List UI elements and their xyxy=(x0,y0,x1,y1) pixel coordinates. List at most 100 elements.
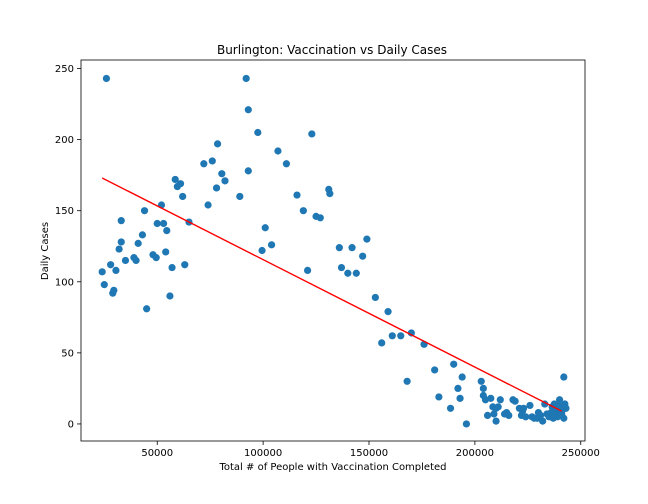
data-point xyxy=(117,238,125,246)
y-tick-label: 100 xyxy=(55,277,74,288)
data-point xyxy=(117,217,125,225)
data-point xyxy=(258,246,266,255)
data-point xyxy=(143,305,151,313)
x-tick-label: 100000 xyxy=(244,448,282,459)
trendline-group xyxy=(101,177,563,412)
data-point xyxy=(496,396,504,404)
data-point xyxy=(102,74,111,83)
data-points xyxy=(98,74,570,428)
data-point xyxy=(562,404,570,412)
data-point xyxy=(536,411,545,420)
data-point xyxy=(388,332,396,340)
trendline xyxy=(101,177,563,412)
data-point xyxy=(456,394,464,402)
data-point xyxy=(299,207,307,215)
data-point xyxy=(261,224,269,232)
y-tick-label: 250 xyxy=(55,64,74,75)
x-axis-label: Total # of People with Vaccination Compl… xyxy=(218,462,446,473)
data-point xyxy=(490,410,498,418)
y-tick-label: 50 xyxy=(61,348,74,359)
y-tick-label: 150 xyxy=(55,206,74,217)
data-point xyxy=(221,177,229,185)
data-point xyxy=(308,130,316,138)
data-point xyxy=(462,420,471,428)
x-tick-label: 250000 xyxy=(562,448,600,459)
data-point xyxy=(450,360,458,368)
data-point xyxy=(348,244,356,252)
x-tick-label: 150000 xyxy=(350,448,388,459)
data-point xyxy=(458,373,466,381)
data-point xyxy=(121,256,130,265)
data-point xyxy=(112,266,120,275)
data-point xyxy=(115,245,123,253)
chart-title: Burlington: Vaccination vs Daily Cases xyxy=(217,43,447,57)
data-point xyxy=(110,286,118,294)
data-point xyxy=(454,384,462,392)
data-point xyxy=(134,239,142,247)
data-point xyxy=(446,404,455,412)
data-point xyxy=(555,396,564,404)
x-tick-label: 50000 xyxy=(141,448,173,459)
data-point xyxy=(218,170,226,178)
data-point xyxy=(132,256,140,265)
data-point xyxy=(162,248,170,256)
data-point xyxy=(166,292,174,300)
data-point xyxy=(363,235,371,243)
data-point xyxy=(181,261,189,269)
data-point xyxy=(335,244,343,252)
y-axis: 0 50 100 150 200 250 xyxy=(55,64,81,430)
data-point xyxy=(204,201,212,209)
data-point xyxy=(208,157,216,165)
data-point xyxy=(435,393,443,401)
data-point xyxy=(344,269,352,277)
data-point xyxy=(107,261,115,269)
data-point xyxy=(494,403,502,411)
data-point xyxy=(316,214,324,222)
data-point xyxy=(539,417,547,425)
data-point xyxy=(431,366,439,374)
data-point xyxy=(352,269,360,277)
x-tick-label: 200000 xyxy=(456,448,494,459)
data-point xyxy=(403,377,411,385)
data-point xyxy=(138,231,147,239)
y-tick-label: 0 xyxy=(68,419,74,430)
data-point xyxy=(236,192,244,201)
data-point xyxy=(397,332,405,340)
data-point xyxy=(303,266,312,275)
plot-frame xyxy=(80,59,586,442)
data-point xyxy=(152,254,160,262)
data-point xyxy=(98,268,106,276)
data-point xyxy=(244,106,252,114)
data-point xyxy=(407,329,415,337)
data-point xyxy=(505,411,513,420)
data-point xyxy=(492,417,500,425)
data-point xyxy=(526,401,534,410)
data-point xyxy=(293,191,301,199)
data-point xyxy=(168,263,176,272)
data-point xyxy=(511,397,519,405)
data-point xyxy=(200,160,208,168)
y-axis-label: Daily Cases xyxy=(40,222,51,280)
data-point xyxy=(477,377,485,385)
data-point xyxy=(519,404,528,412)
data-point xyxy=(163,226,171,235)
data-point xyxy=(384,308,392,316)
data-point xyxy=(487,394,495,402)
data-point xyxy=(176,180,185,188)
data-point xyxy=(560,373,568,381)
data-point xyxy=(560,414,568,422)
x-axis: 50000 100000 150000 200000 250000 xyxy=(141,441,600,459)
data-point xyxy=(212,184,221,192)
data-point xyxy=(282,160,291,168)
data-point xyxy=(254,128,262,137)
data-point xyxy=(326,190,334,198)
data-point xyxy=(378,339,386,347)
data-point xyxy=(140,207,149,215)
data-point xyxy=(100,281,108,289)
data-point xyxy=(479,384,487,392)
data-point xyxy=(213,140,222,148)
data-point xyxy=(171,175,179,184)
data-point xyxy=(179,192,187,201)
